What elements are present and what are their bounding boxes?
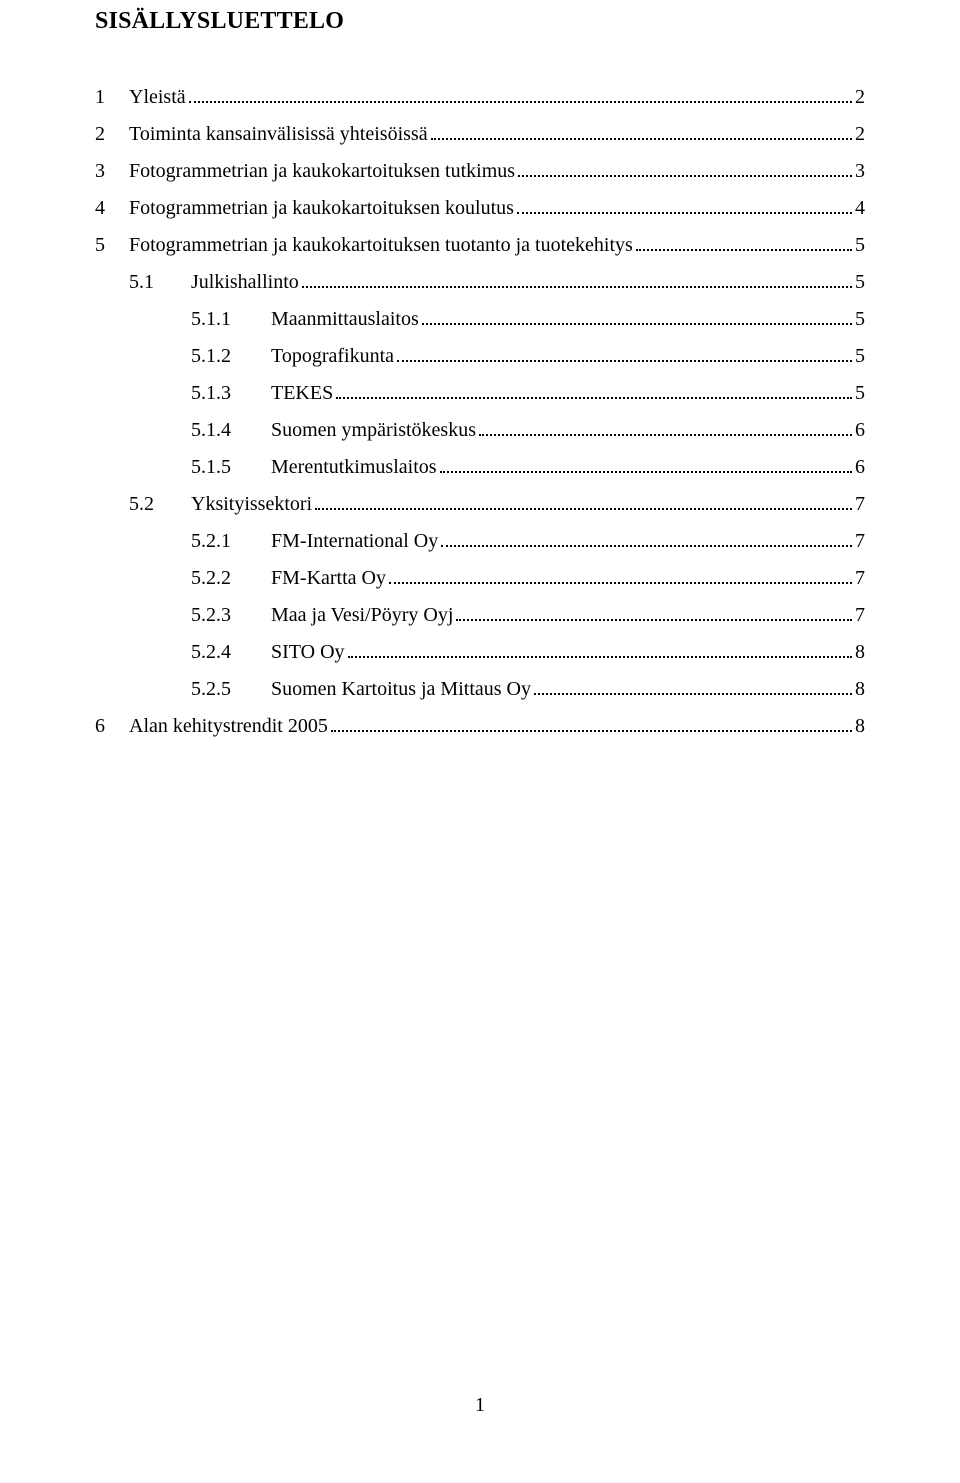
toc-entry: 5.1.1Maanmittauslaitos 5: [95, 309, 865, 329]
toc-leader-dots: [389, 582, 852, 584]
toc-entry-title: Suomen ympäristökeskus: [271, 420, 476, 440]
toc-leader-dots: [422, 323, 852, 325]
toc-entry-number: 5.1.2: [191, 346, 271, 366]
toc-entry-page: 6: [855, 420, 865, 440]
toc-entry-page: 7: [855, 494, 865, 514]
toc-entry: 4Fotogrammetrian ja kaukokartoituksen ko…: [95, 198, 865, 218]
toc-entry-number: 5: [95, 235, 129, 255]
toc-leader-dots: [440, 471, 852, 473]
toc-entry-number: 3: [95, 161, 129, 181]
toc-entry-title: Topografikunta: [271, 346, 394, 366]
toc-entry-number: 1: [95, 87, 129, 107]
toc-leader-dots: [431, 138, 852, 140]
toc-entry: 3Fotogrammetrian ja kaukokartoituksen tu…: [95, 161, 865, 181]
toc-entry: 1Yleistä 2: [95, 87, 865, 107]
toc-entry-title: Merentutkimuslaitos: [271, 457, 437, 477]
toc-entry-title: FM-Kartta Oy: [271, 568, 386, 588]
toc-entry-page: 7: [855, 531, 865, 551]
toc-entry: 5Fotogrammetrian ja kaukokartoituksen tu…: [95, 235, 865, 255]
toc-leader-dots: [315, 508, 852, 510]
toc-entry-title: SITO Oy: [271, 642, 345, 662]
toc-entry: 6Alan kehitystrendit 2005 8: [95, 716, 865, 736]
toc-entry-number: 5.1.5: [191, 457, 271, 477]
toc-entry-title: Maanmittauslaitos: [271, 309, 419, 329]
toc-entry: 2Toiminta kansainvälisissä yhteisöissä2: [95, 124, 865, 144]
toc-entry-page: 5: [855, 235, 865, 255]
toc-leader-dots: [189, 101, 852, 103]
toc-entry-page: 8: [855, 716, 865, 736]
toc-entry-title: Toiminta kansainvälisissä yhteisöissä: [129, 124, 428, 144]
toc-entry-title: Fotogrammetrian ja kaukokartoituksen kou…: [129, 198, 514, 218]
toc-entry-number: 5.1.3: [191, 383, 271, 403]
toc-entry: 5.2.2FM-Kartta Oy 7: [95, 568, 865, 588]
toc-entry-number: 5.1: [129, 272, 191, 292]
toc-entry: 5.1.2Topografikunta 5: [95, 346, 865, 366]
toc-entry: 5.2.5Suomen Kartoitus ja Mittaus Oy 8: [95, 679, 865, 699]
toc-entry-page: 7: [855, 568, 865, 588]
toc-entry-title: Yleistä: [129, 87, 186, 107]
toc-leader-dots: [517, 212, 852, 214]
toc-leader-dots: [636, 249, 852, 251]
toc-entry-page: 5: [855, 383, 865, 403]
toc-entry-number: 5.2.3: [191, 605, 271, 625]
toc-entry-number: 2: [95, 124, 129, 144]
toc-entry: 5.1.3TEKES 5: [95, 383, 865, 403]
toc-entry-page: 6: [855, 457, 865, 477]
toc-entry: 5.2.3Maa ja Vesi/Pöyry Oyj 7: [95, 605, 865, 625]
toc-entry-number: 6: [95, 716, 129, 736]
toc-entry-title: Fotogrammetrian ja kaukokartoituksen tuo…: [129, 235, 633, 255]
toc-leader-dots: [348, 656, 852, 658]
toc-entry-title: Julkishallinto: [191, 272, 299, 292]
toc-entry-number: 5.1.4: [191, 420, 271, 440]
toc-leader-dots: [456, 619, 852, 621]
toc-entry-number: 5.1.1: [191, 309, 271, 329]
toc-entry-number: 5.2.1: [191, 531, 271, 551]
toc-heading: SISÄLLYSLUETTELO: [95, 8, 865, 35]
toc-entry: 5.2.1FM-International Oy 7: [95, 531, 865, 551]
toc-entry-page: 2: [855, 87, 865, 107]
toc-entry-page: 8: [855, 679, 865, 699]
toc-entry-number: 5.2: [129, 494, 191, 514]
toc-entry-title: Suomen Kartoitus ja Mittaus Oy: [271, 679, 531, 699]
toc-leader-dots: [397, 360, 852, 362]
toc-leader-dots: [441, 545, 852, 547]
toc-entry-number: 5.2.2: [191, 568, 271, 588]
toc-entry-page: 5: [855, 346, 865, 366]
toc-entry-page: 7: [855, 605, 865, 625]
toc-entry: 5.1.4Suomen ympäristökeskus 6: [95, 420, 865, 440]
toc-entry: 5.2.4SITO Oy 8: [95, 642, 865, 662]
toc-entry-page: 8: [855, 642, 865, 662]
document-page: SISÄLLYSLUETTELO 1Yleistä22Toiminta kans…: [0, 0, 960, 1483]
toc-entry: 5.1.5Merentutkimuslaitos 6: [95, 457, 865, 477]
toc-entry: 5.2Yksityissektori 7: [95, 494, 865, 514]
toc-entry-title: Yksityissektori: [191, 494, 312, 514]
toc-leader-dots: [518, 175, 852, 177]
toc-entry: 5.1Julkishallinto 5: [95, 272, 865, 292]
table-of-contents: 1Yleistä22Toiminta kansainvälisissä yhte…: [95, 87, 865, 736]
toc-entry-title: Alan kehitystrendit 2005: [129, 716, 328, 736]
page-number: 1: [0, 1394, 960, 1417]
toc-leader-dots: [331, 730, 852, 732]
toc-entry-title: Fotogrammetrian ja kaukokartoituksen tut…: [129, 161, 515, 181]
toc-leader-dots: [479, 434, 852, 436]
toc-leader-dots: [302, 286, 852, 288]
toc-entry-number: 5.2.5: [191, 679, 271, 699]
toc-entry-page: 5: [855, 272, 865, 292]
toc-entry-page: 4: [855, 198, 865, 218]
toc-entry-number: 4: [95, 198, 129, 218]
toc-entry-page: 5: [855, 309, 865, 329]
toc-entry-title: TEKES: [271, 383, 333, 403]
toc-entry-number: 5.2.4: [191, 642, 271, 662]
toc-leader-dots: [336, 397, 852, 399]
toc-entry-page: 2: [855, 124, 865, 144]
toc-entry-page: 3: [855, 161, 865, 181]
toc-leader-dots: [534, 693, 852, 695]
toc-entry-title: Maa ja Vesi/Pöyry Oyj: [271, 605, 453, 625]
toc-entry-title: FM-International Oy: [271, 531, 438, 551]
